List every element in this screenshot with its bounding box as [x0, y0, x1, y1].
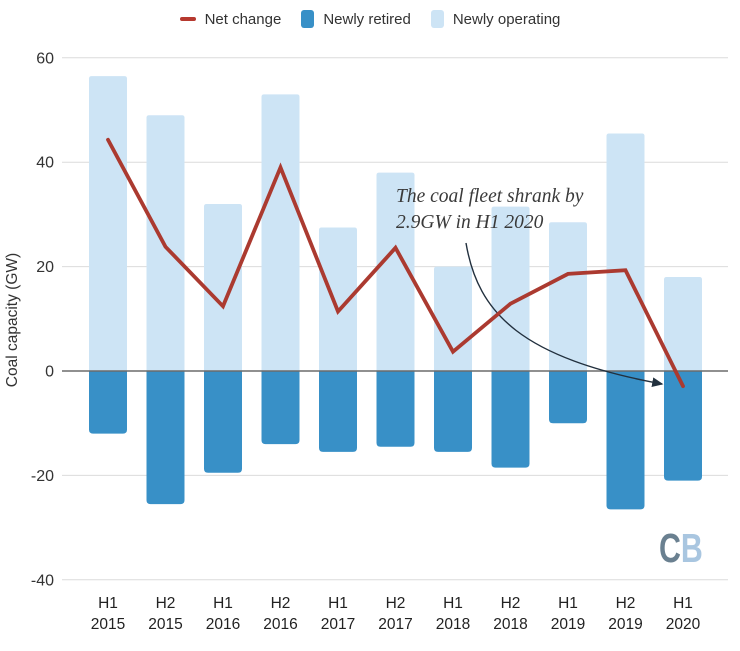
newly-operating-square-icon [430, 10, 444, 28]
logo-letter-b: B [680, 525, 703, 571]
net-change-line-icon [179, 17, 196, 21]
x-category-label: H2 2015 [148, 595, 182, 633]
y-tick-label: 60 [36, 50, 54, 67]
bar-newly-retired [204, 371, 242, 473]
bar-newly-operating [491, 206, 530, 371]
bar-newly-retired [434, 371, 472, 452]
x-category-label: H2 2019 [608, 595, 642, 633]
bar-newly-retired [606, 371, 645, 510]
bar-newly-retired [89, 371, 127, 434]
bar-newly-operating [261, 94, 300, 371]
annotation-text: The coal fleet shrank by 2.9GW in H1 202… [396, 184, 636, 236]
bar-newly-retired [664, 371, 702, 481]
bars-newly-retired [89, 371, 702, 510]
y-axis-tick-labels: 60 40 20 0 -20 -40 [31, 50, 54, 589]
legend-label-net-change: Net change [204, 10, 282, 28]
carbon-brief-logo: CB [659, 528, 703, 569]
legend-item-newly-operating: Newly operating [430, 10, 561, 28]
legend-label-newly-retired: Newly retired [323, 10, 411, 28]
annotation-arrow [465, 242, 664, 388]
y-tick-label: -20 [31, 468, 54, 485]
bar-newly-retired [376, 371, 415, 447]
x-category-label: H2 2017 [378, 595, 412, 633]
bar-newly-operating [434, 266, 472, 371]
annotation-line-1: The coal fleet shrank by [396, 186, 584, 207]
net-change-line [106, 137, 685, 389]
newly-retired-square-icon [301, 10, 315, 28]
legend-item-net-change: Net change [179, 10, 282, 28]
bar-newly-operating [549, 222, 587, 371]
bars-newly-operating [89, 76, 702, 371]
legend-item-newly-retired: Newly retired [301, 10, 411, 28]
y-tick-label: 40 [36, 155, 54, 172]
legend-label-newly-operating: Newly operating [452, 10, 561, 28]
bar-newly-operating [89, 76, 127, 371]
bar-newly-retired [319, 371, 357, 452]
x-category-label: H1 2017 [321, 595, 355, 633]
x-category-label: H1 2015 [91, 595, 125, 633]
x-category-label: H1 2020 [666, 595, 701, 633]
bar-newly-retired [261, 371, 300, 445]
legend: Net change Newly retired Newly operating [0, 10, 740, 28]
y-tick-label: 0 [45, 364, 54, 381]
bar-newly-operating [204, 203, 242, 371]
y-axis-title: Coal capacity (GW) [4, 253, 21, 387]
y-tick-label: 20 [36, 259, 54, 276]
bar-newly-operating [664, 277, 702, 371]
x-category-label: H2 2016 [263, 595, 297, 633]
logo-letter-c: C [659, 525, 681, 571]
bar-newly-retired [491, 371, 530, 468]
bar-newly-retired [549, 371, 587, 424]
x-category-label: H1 2019 [551, 595, 585, 633]
x-category-label: H1 2016 [206, 595, 240, 633]
annotation-line-2: 2.9GW in H1 2020 [396, 212, 544, 233]
bar-newly-operating [376, 172, 415, 371]
x-axis-labels: H1 2015 H2 2015 H1 2016 H2 2016 H1 2017 H2 2017 H1 20… [91, 595, 701, 633]
y-tick-label: -40 [31, 572, 54, 589]
x-category-label: H1 2018 [436, 595, 470, 633]
bar-newly-operating [319, 227, 357, 371]
x-category-label: H2 2018 [493, 595, 527, 633]
bar-newly-retired [146, 371, 185, 505]
bar-newly-operating [606, 133, 645, 371]
